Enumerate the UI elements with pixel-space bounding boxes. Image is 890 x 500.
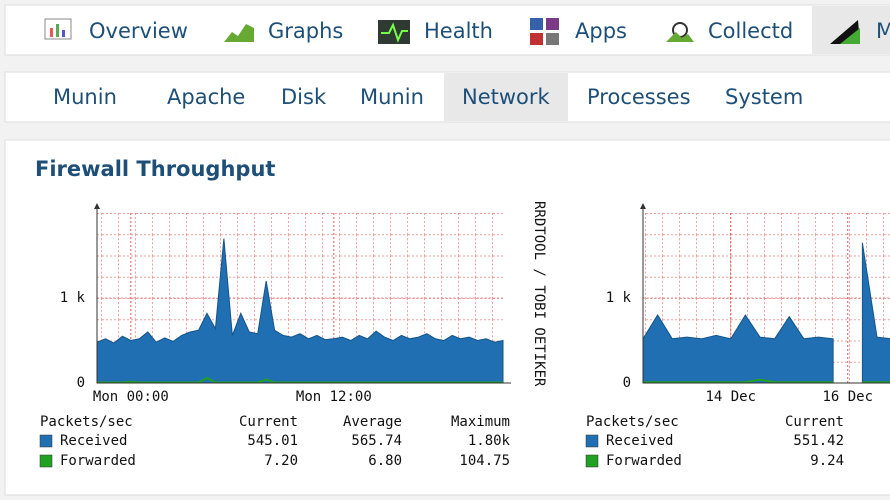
legend-label: Received bbox=[60, 433, 127, 449]
sub-nav-item[interactable]: Disk bbox=[281, 85, 327, 109]
legend-label: Received bbox=[606, 433, 673, 449]
nav-item[interactable]: Apps bbox=[575, 19, 627, 43]
legend-swatch bbox=[39, 454, 53, 468]
legend-column: Current bbox=[239, 414, 298, 430]
legend-swatch bbox=[585, 434, 599, 448]
sub-nav-items: Munin Apache Disk Munin Network Processes Syst… bbox=[53, 73, 803, 121]
y-tick-label: 1 k bbox=[606, 290, 632, 306]
area bbox=[642, 242, 890, 384]
sub-nav-item[interactable]: Munin bbox=[360, 85, 424, 109]
sub-nav-item[interactable]: Network bbox=[462, 85, 551, 109]
y-tick-label: 0 bbox=[623, 375, 631, 391]
sub-nav-item[interactable]: Processes bbox=[587, 85, 691, 109]
legend-value: 9.24 bbox=[810, 453, 844, 469]
legend-header: Packets/sec bbox=[586, 414, 679, 430]
axis-arrow bbox=[94, 203, 100, 209]
line bbox=[643, 378, 890, 384]
legend-value: 551.42 bbox=[793, 433, 844, 449]
legend-value: 6.80 bbox=[368, 453, 402, 469]
panel-title: Firewall Throughput bbox=[35, 157, 275, 181]
nav-item[interactable]: Munin bbox=[876, 19, 890, 43]
legend-value: 565.74 bbox=[351, 433, 402, 449]
watermark: RRDTOOL / TOBI OETIKER bbox=[531, 201, 547, 387]
nav-item[interactable]: Collectd bbox=[708, 19, 793, 43]
axes bbox=[642, 205, 890, 384]
x-tick-label: Mon 12:00 bbox=[296, 389, 372, 405]
y-tick-label: 1 k bbox=[60, 290, 86, 306]
legend-header: Packets/sec bbox=[40, 414, 133, 430]
sub-nav-item[interactable]: System bbox=[725, 85, 803, 109]
x-tick-label: 14 Dec bbox=[705, 389, 756, 405]
nav-item[interactable]: Overview bbox=[89, 19, 188, 43]
nav-icons bbox=[44, 18, 860, 45]
legend-value: 7.20 bbox=[264, 453, 298, 469]
sub-nav-active-bg bbox=[444, 73, 568, 121]
legend-label: Forwarded bbox=[606, 453, 682, 469]
legend-swatch bbox=[39, 434, 53, 448]
sub-nav-item[interactable]: Apache bbox=[167, 85, 245, 109]
legend-column: Maximum bbox=[451, 414, 510, 430]
top-nav bbox=[4, 4, 890, 56]
legend-label: Forwarded bbox=[60, 453, 136, 469]
x-tick-label: 16 Dec bbox=[822, 389, 873, 405]
sub-nav-item[interactable]: Munin bbox=[53, 85, 117, 109]
nav-item[interactable]: Health bbox=[424, 19, 493, 43]
legend-value: 104.75 bbox=[459, 453, 510, 469]
line bbox=[97, 376, 503, 384]
x-tick-label: Mon 00:00 bbox=[93, 389, 169, 405]
legend-column: Average bbox=[343, 414, 402, 430]
nav-item[interactable]: Graphs bbox=[268, 19, 343, 43]
legend-swatch bbox=[585, 454, 599, 468]
axes bbox=[96, 205, 511, 384]
y-tick-label: 0 bbox=[77, 375, 85, 391]
axis-arrow bbox=[640, 203, 646, 209]
legend-column: Current bbox=[785, 414, 844, 430]
legend-value: 1.80k bbox=[468, 433, 511, 449]
legend-value: 545.01 bbox=[247, 433, 298, 449]
area bbox=[96, 238, 504, 384]
